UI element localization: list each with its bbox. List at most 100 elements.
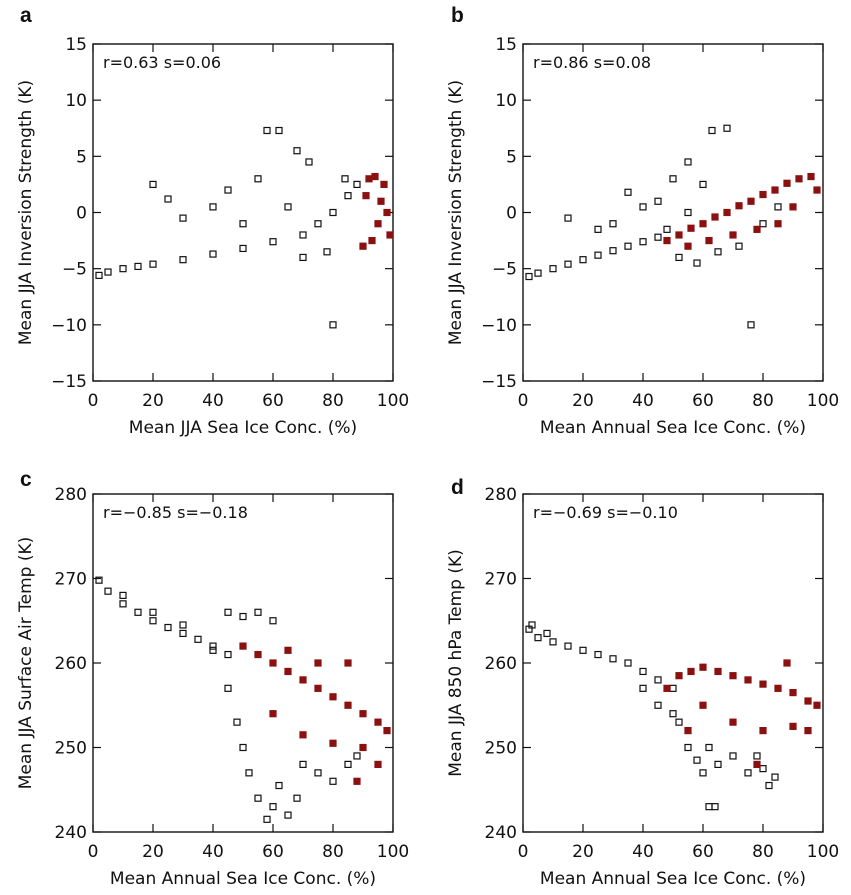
scatter-point-highlight [795,175,803,183]
scatter-point-highlight [711,213,719,221]
scatter-point [684,208,692,217]
scatter-point-highlight [344,659,352,667]
scatter-point [765,781,773,790]
scatter-point-highlight [314,659,322,667]
scatter-point [723,124,731,132]
scatter-point-highlight [314,684,322,692]
x-tick-label: 0 [88,391,99,411]
y-tick-label: 260 [485,654,517,674]
scatter-point [771,773,779,781]
scatter-point [564,260,572,268]
scatter-point-highlight [783,179,791,187]
scatter-point [353,752,361,760]
scatter-point-highlight [353,777,361,785]
scatter-point [774,203,782,211]
x-tick-label: 80 [752,842,774,862]
y-tick-label: 10 [65,91,87,111]
scatter-point [299,760,307,769]
scatter-point-highlight [371,172,379,181]
x-axis-label: Mean JJA Sea Ice Conc. (%) [129,418,357,438]
x-tick-label: 40 [202,391,224,411]
scatter-point-highlight [759,680,767,688]
scatter-point [329,777,337,785]
scatter-point [624,659,632,667]
scatter-point [134,608,142,616]
scatter-point [299,231,307,239]
scatter-point [293,147,301,155]
x-tick-label: 40 [202,842,224,862]
y-tick-label: 10 [495,91,517,111]
y-tick-label: 15 [65,35,87,55]
scatter-point [209,203,217,211]
scatter-point [708,126,716,135]
scatter-point-highlight [675,231,683,239]
scatter-point [119,600,127,608]
scatter-point [549,638,557,646]
scatter-point-highlight [813,701,821,709]
scatter-point-highlight [299,676,307,684]
scatter-point [639,667,647,676]
x-tick-label: 20 [142,391,164,411]
scatter-point [528,621,536,629]
scatter-point-highlight [684,726,692,735]
x-tick-label: 0 [518,391,529,411]
stats-annotation: r=0.63 s=0.06 [103,53,221,72]
scatter-point [179,621,187,629]
scatter-point [675,253,683,262]
scatter-point [149,608,157,616]
scatter-point-highlight [789,722,797,730]
scatter-point [639,203,647,211]
y-tick-label: 240 [485,823,517,843]
scatter-point [654,701,662,709]
scatter-point [344,192,352,200]
scatter-point [639,684,647,692]
scatter-point [239,220,247,228]
scatter-point [179,629,187,638]
scatter-point [293,794,301,802]
scatter-point-highlight [359,743,367,752]
y-tick-label: 270 [55,570,87,590]
scatter-point [609,220,617,228]
y-tick-label: 250 [55,739,87,759]
scatter-point-highlight [729,672,737,680]
plot-frame [522,43,824,382]
scatter-point [104,587,112,595]
scatter-point [609,247,617,255]
scatter-point-highlight [269,659,277,667]
scatter-point-highlight [687,667,695,676]
scatter-point-highlight [344,701,352,709]
scatter-point-highlight [714,667,722,676]
scatter-point [329,208,337,217]
panel-letter: d [451,476,464,499]
scatter-point-highlight [684,242,692,250]
scatter-point-highlight [804,726,812,735]
panel-letter: a [20,4,32,27]
scatter-point [179,214,187,222]
scatter-point [534,634,542,642]
scatter-point [149,260,157,268]
scatter-point-highlight [362,192,370,200]
scatter-point-highlight [284,667,292,676]
y-tick-label: 250 [485,739,517,759]
scatter-point [654,197,662,205]
scatter-point-highlight [699,220,707,228]
x-tick-label: 40 [632,391,654,411]
scatter-point [759,765,767,773]
scatter-point [95,576,103,584]
plot-frame [92,43,394,382]
scatter-point-highlight [377,197,385,205]
scatter-point [269,803,277,811]
scatter-point [654,233,662,241]
panel-letter: b [451,4,464,27]
scatter-point-highlight [365,175,373,183]
x-tick-label: 20 [572,842,594,862]
scatter-point-highlight [783,659,791,667]
scatter-point [579,646,587,654]
scatter-point [275,781,283,790]
scatter-point-highlight [663,236,671,245]
scatter-point [233,718,241,726]
scatter-point [564,642,572,650]
scatter-point-highlight [254,650,262,659]
scatter-point-highlight [705,236,713,245]
